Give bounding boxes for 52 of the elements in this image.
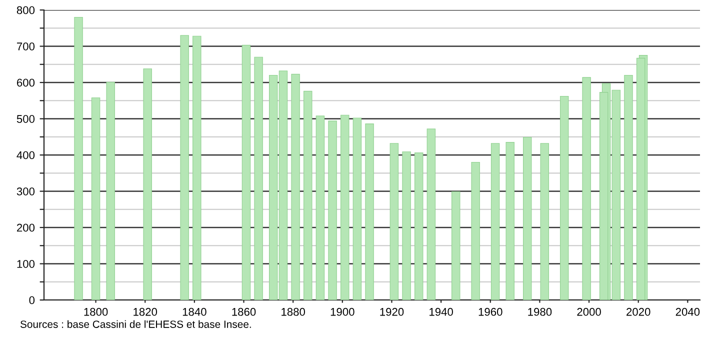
x-tick-label: 1800 [84, 308, 108, 316]
bar [402, 151, 411, 300]
bar [523, 136, 532, 300]
x-tick-label: 2020 [626, 308, 650, 316]
bar [91, 97, 100, 300]
bar [74, 16, 83, 300]
y-tick-label: 400 [16, 151, 35, 160]
y-tick-label: 0 [29, 296, 35, 304]
bar [352, 118, 362, 300]
x-tick-label: 1920 [380, 308, 404, 316]
bar [340, 114, 350, 300]
bar [471, 162, 480, 300]
y-tick-label: 600 [17, 78, 35, 87]
bar [180, 35, 189, 300]
y-tick-label: 200 [16, 224, 35, 232]
x-tick-label: 1980 [528, 308, 552, 316]
bar [192, 36, 202, 300]
bar [390, 143, 399, 300]
y-tick-label: 700 [17, 42, 35, 50]
source-note: Sources : base Cassini de l'EHESS et base Insee. [20, 320, 251, 328]
bar [143, 68, 152, 300]
bar [414, 152, 424, 300]
bar [304, 90, 312, 300]
bar [624, 74, 633, 300]
x-tick-label: 1900 [330, 308, 354, 316]
bar [452, 191, 460, 300]
bar [490, 143, 500, 300]
x-tick-label: 2040 [676, 308, 700, 316]
x-tick-label: 1860 [232, 308, 256, 316]
y-tick-label: 500 [16, 115, 35, 123]
y-tick-label: 100 [17, 260, 35, 268]
bar [106, 82, 115, 300]
bar [636, 58, 646, 300]
x-tick-label: 1940 [430, 308, 453, 316]
bar [316, 116, 325, 300]
bar [426, 128, 436, 300]
bar [506, 142, 514, 300]
x-tick-label: 1840 [182, 308, 206, 316]
y-tick-label: 300 [16, 188, 35, 196]
x-tick-label: 1880 [282, 308, 306, 316]
bar [365, 124, 374, 300]
x-tick-label: 1960 [478, 308, 502, 316]
bar [254, 56, 263, 300]
y-tick-label: 800 [16, 6, 35, 14]
x-tick-label: 1820 [134, 308, 158, 316]
bar [242, 44, 251, 300]
bar [328, 120, 337, 300]
x-tick-label: 2000 [577, 308, 601, 316]
bar [560, 96, 569, 300]
bar [582, 77, 591, 300]
bar [540, 143, 549, 300]
bar [291, 74, 300, 300]
